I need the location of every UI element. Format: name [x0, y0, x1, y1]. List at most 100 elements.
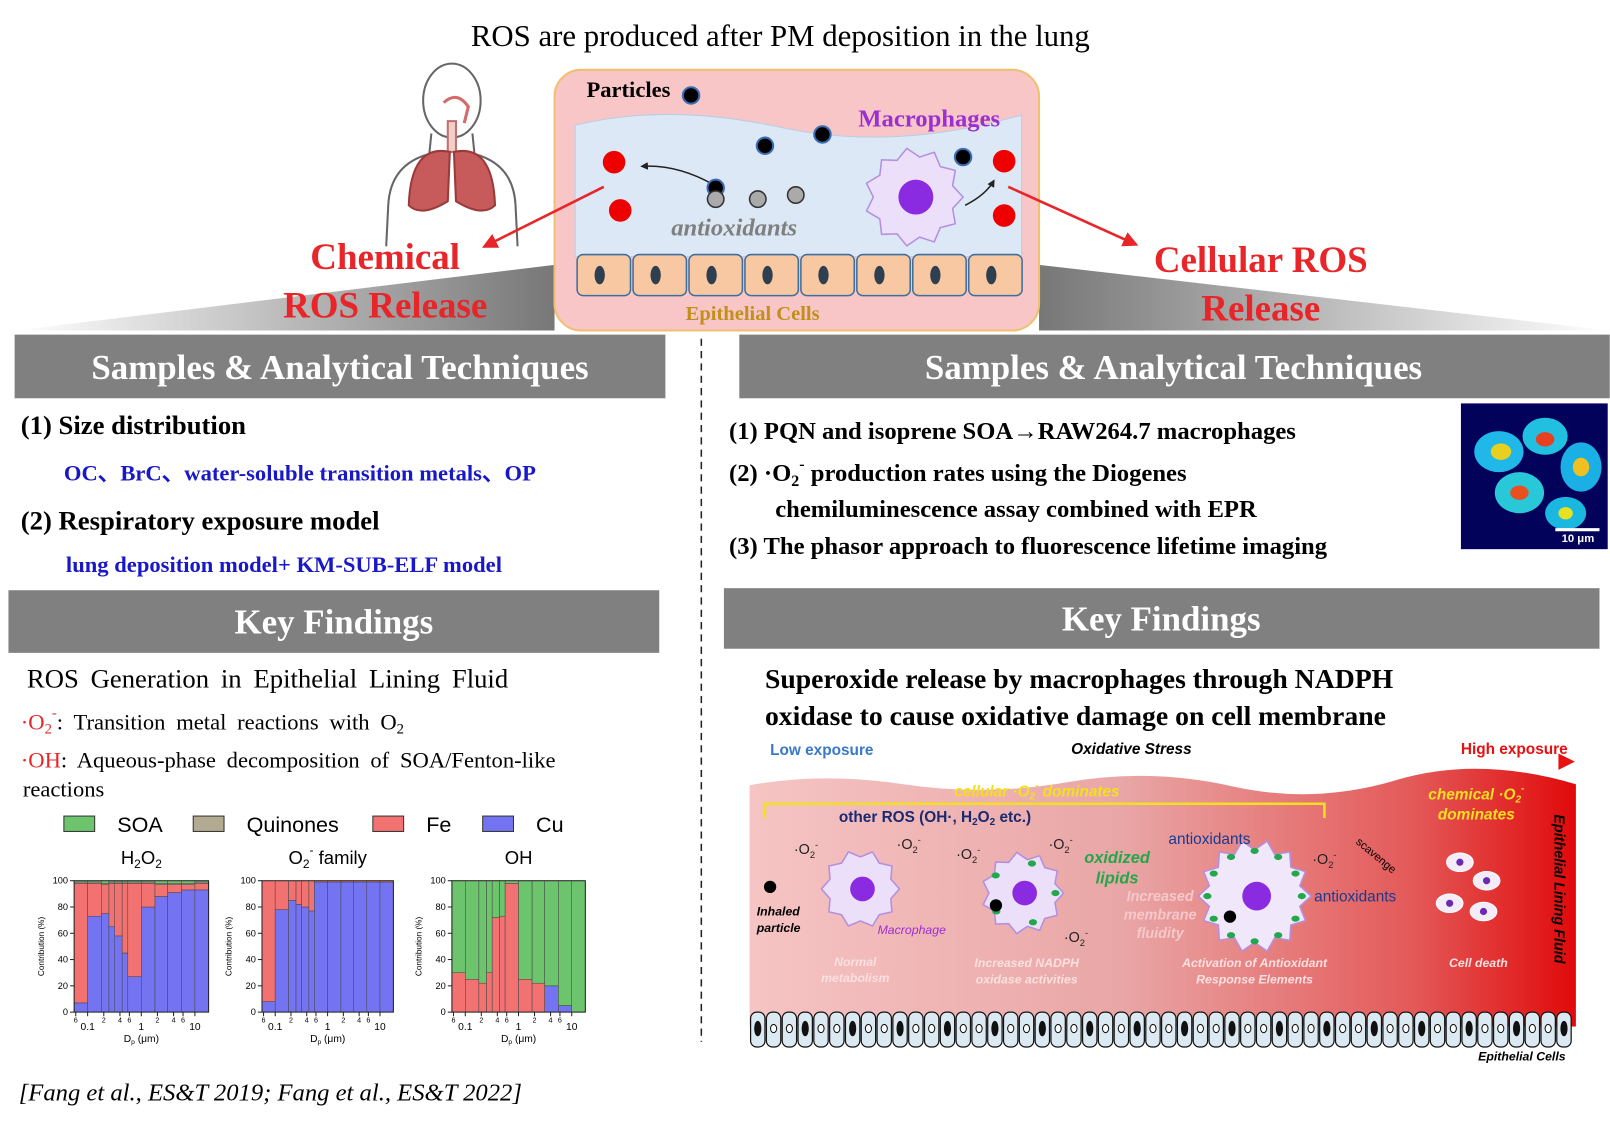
diagram-label: antioxidants	[1168, 831, 1250, 848]
nucleus	[1339, 1023, 1347, 1034]
diagram-label: fluidity	[1137, 926, 1185, 942]
method-line: chemiluminescence assay combined with EP…	[775, 496, 1257, 523]
bar-segment	[465, 979, 480, 1013]
nucleus	[754, 1020, 762, 1037]
x-tick-label: 0.1	[81, 1022, 96, 1033]
x-tick-label: 10	[566, 1022, 578, 1033]
x-tick-label: 0.1	[268, 1022, 283, 1033]
text-run: ·O	[21, 709, 45, 734]
nucleus	[1465, 1020, 1473, 1037]
bar-segment	[571, 880, 586, 1013]
nucleus	[943, 1020, 952, 1037]
nucleus	[1479, 907, 1488, 916]
particle	[813, 125, 832, 144]
text-run: chemical ·O	[1428, 786, 1515, 803]
lipid	[1028, 919, 1038, 926]
text-run: 2	[155, 857, 162, 871]
bar-segment	[288, 900, 297, 1013]
nucleus	[928, 1023, 936, 1034]
text-run: ·OH	[21, 747, 61, 772]
method-detail: lung deposition model+ KM-SUB-ELF model	[66, 552, 502, 577]
legend-swatch	[192, 815, 225, 832]
bar-segment	[141, 906, 156, 1013]
y-tick-label: 100	[53, 876, 68, 886]
lipid	[1291, 870, 1300, 877]
legend-label: Quinones	[247, 812, 339, 837]
text-run: -	[1085, 928, 1088, 938]
y-tick-label: 100	[240, 876, 255, 886]
bar-segment	[379, 881, 394, 1013]
heading: Key Findings	[1062, 599, 1261, 638]
nucleus	[1149, 1023, 1157, 1034]
diagram-label: Oxidative Stress	[1071, 741, 1192, 758]
x-tick-label: 10	[374, 1022, 386, 1033]
y-tick-label: 80	[246, 902, 256, 912]
bar-segment	[295, 904, 302, 1013]
nucleus	[1481, 1023, 1489, 1034]
x-tick-label: 2	[102, 1016, 106, 1024]
bar-segment	[127, 976, 142, 1013]
text-run: 2	[791, 473, 799, 490]
nucleus	[818, 265, 829, 285]
nucleus	[1181, 1020, 1189, 1037]
text-run: ·O	[1064, 930, 1080, 946]
text-run: -	[977, 845, 980, 855]
text-run: (1) PQN and isoprene SOA→RAW264.7 macrop…	[729, 418, 1296, 445]
bar-segment	[194, 889, 209, 1013]
nucleus	[1165, 1023, 1173, 1034]
nucleus	[1402, 1023, 1410, 1034]
header-bar	[739, 334, 1610, 399]
particle	[763, 880, 777, 894]
bar-segment	[314, 881, 328, 1013]
bar-segment	[141, 883, 156, 908]
diagram-label: Inhaled	[757, 905, 801, 919]
nucleus	[864, 1023, 873, 1034]
method-line: (3) The phasor approach to fluorescence …	[729, 533, 1328, 560]
text-run: -	[799, 456, 804, 473]
text-run: ·O	[1048, 837, 1064, 853]
nucleus	[1386, 1023, 1394, 1034]
x-axis-label: Dp (μm)	[310, 1033, 345, 1046]
lipid	[1051, 889, 1060, 897]
text-run: 2	[990, 817, 996, 828]
bar-segment	[499, 915, 506, 1013]
text-run: 2	[1029, 791, 1036, 802]
x-tick-label: 4	[172, 1016, 176, 1024]
bar-segment	[558, 1005, 573, 1013]
diagram-label: Epithelial Lining Fluid	[1550, 814, 1566, 964]
text-run: 2	[972, 855, 977, 865]
legend-swatch	[372, 815, 405, 832]
legend-swatch	[482, 815, 514, 832]
bar-segment	[486, 880, 493, 973]
superoxide-label: ·O2-	[794, 840, 818, 860]
x-tick-label: 4	[357, 1016, 361, 1024]
superoxide-label: ·O2-	[1048, 835, 1072, 855]
text-run: 2	[1328, 860, 1333, 870]
nucleus	[874, 265, 885, 285]
bar-segment	[167, 892, 182, 1013]
bar-segment	[114, 883, 123, 937]
bar-segment	[121, 883, 129, 954]
text-run: D	[124, 1033, 131, 1044]
bar-segment	[101, 913, 110, 1013]
ros	[992, 204, 1016, 227]
x-tick-label: 6	[74, 1016, 78, 1024]
nucleus	[650, 265, 661, 285]
bar-segment	[544, 880, 559, 987]
label: antioxidants	[671, 214, 797, 241]
text-run: -	[1070, 835, 1073, 845]
nucleus	[1038, 1020, 1046, 1037]
nucleus	[1022, 1023, 1031, 1034]
bar-segment	[366, 881, 381, 1013]
nucleus	[1433, 1023, 1442, 1034]
nucleus	[930, 265, 941, 285]
bar-segment	[531, 982, 545, 1013]
diagram-label: Macrophage	[878, 923, 947, 937]
bar-segment	[261, 1001, 276, 1013]
bar-segment	[531, 880, 545, 984]
bar-segment	[504, 883, 519, 1013]
bar-segment	[121, 952, 129, 1013]
text-run: chemiluminescence assay combined with EP…	[775, 496, 1257, 523]
bar-segment	[274, 909, 289, 1013]
